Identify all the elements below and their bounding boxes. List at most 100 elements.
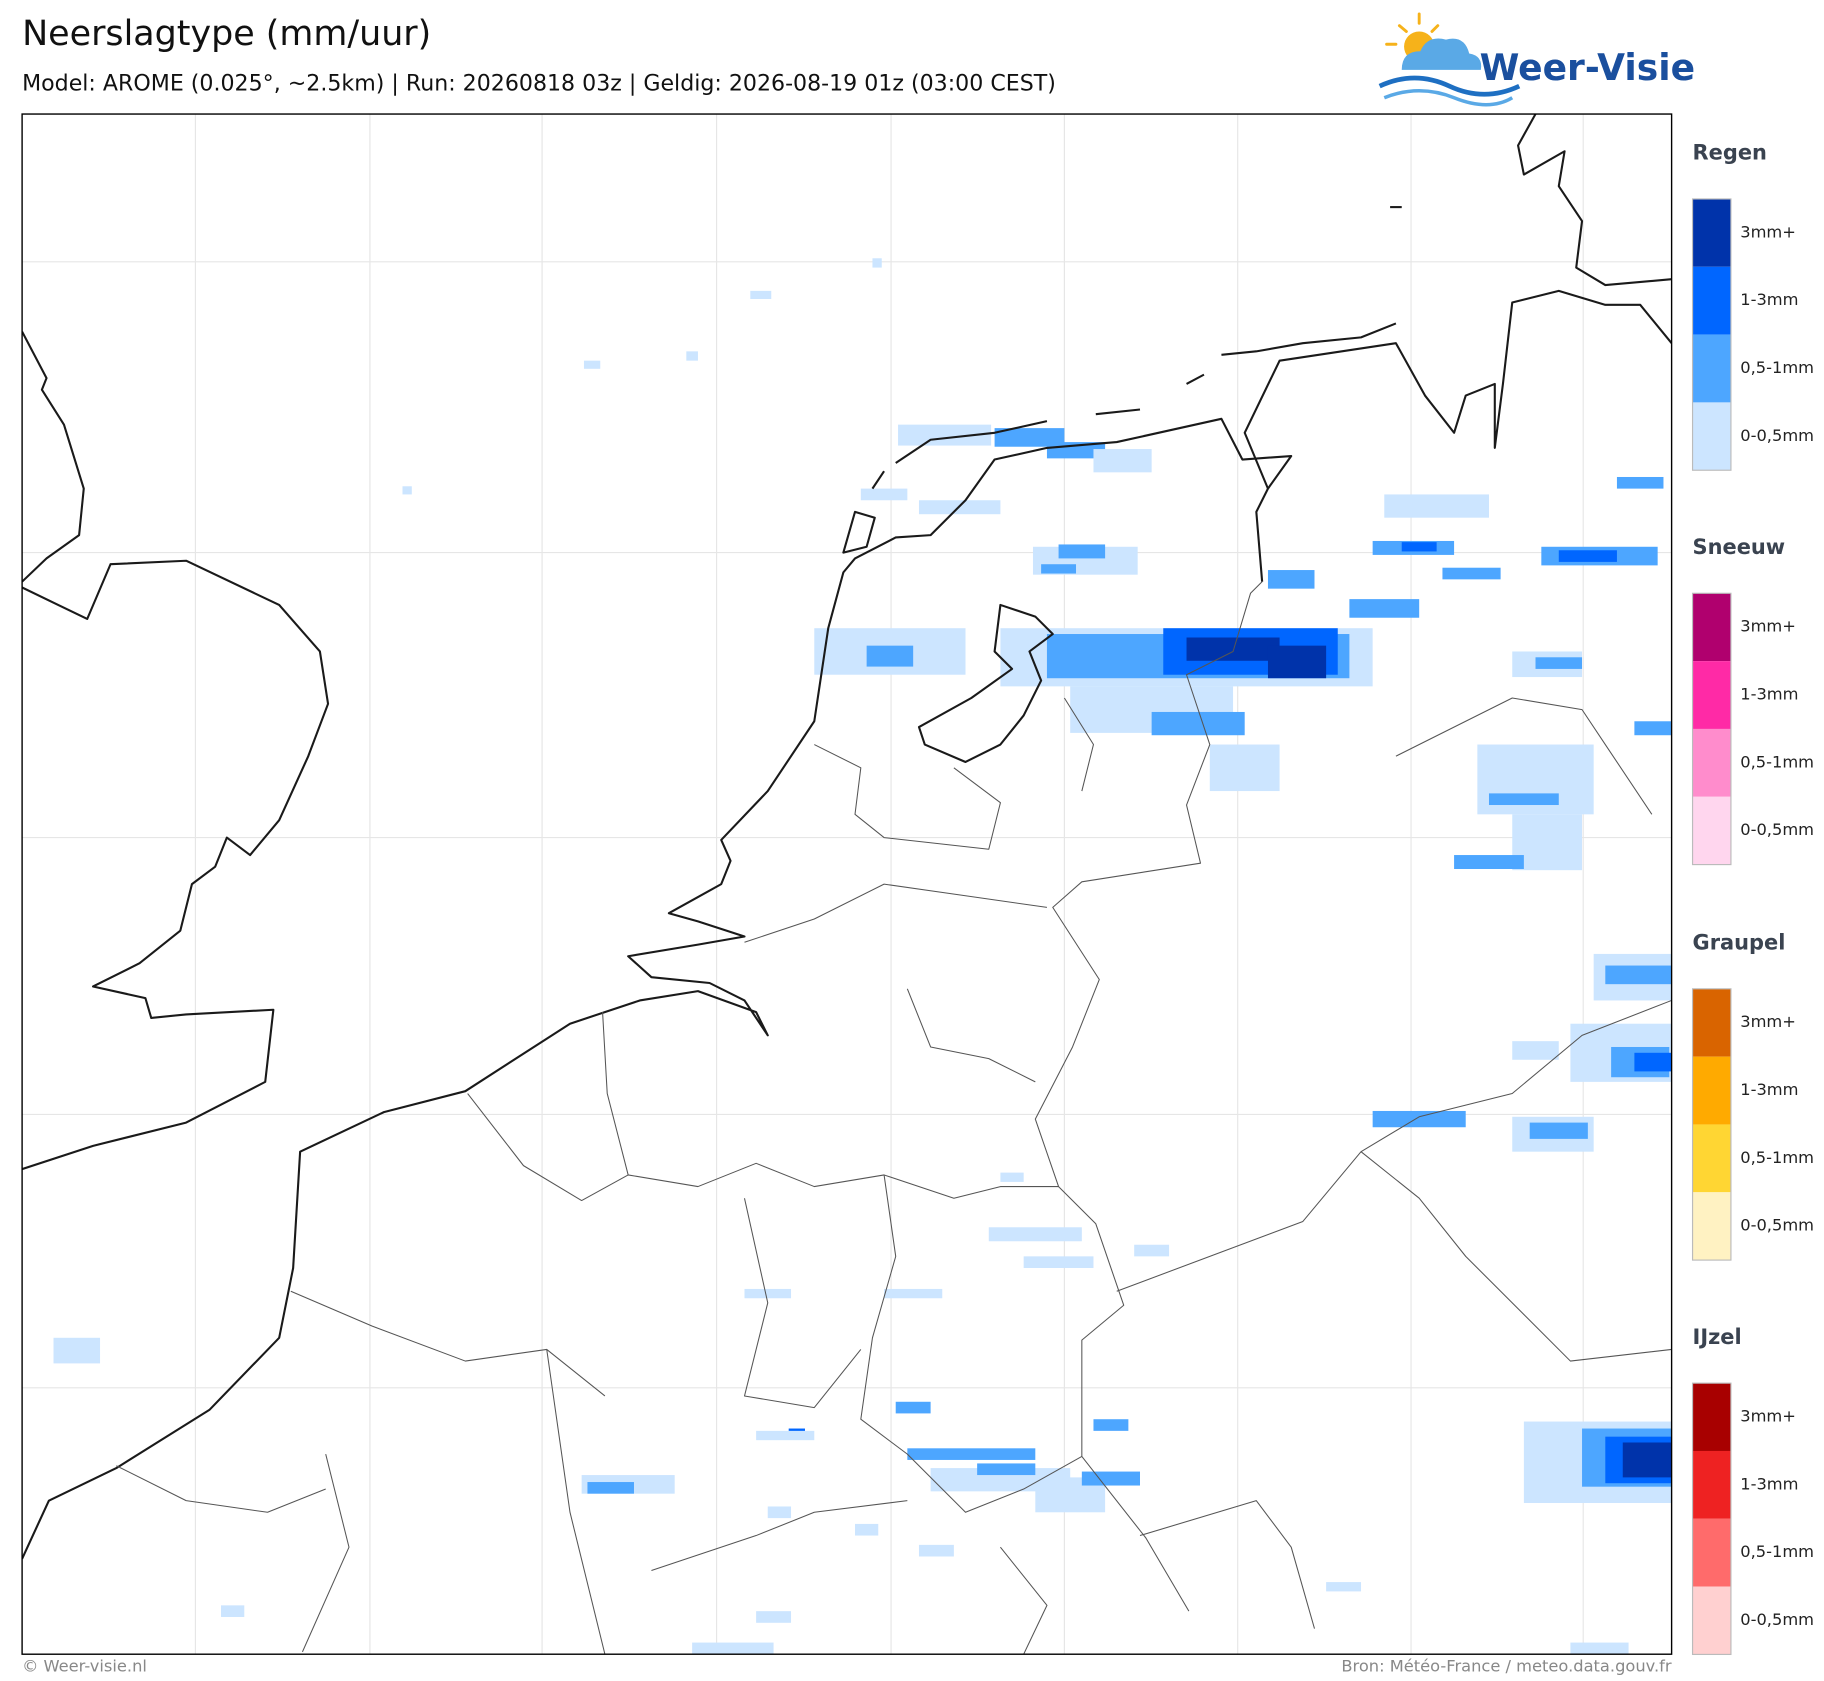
precip-cell (1535, 657, 1583, 669)
precip-cell (977, 1463, 1036, 1476)
precip-cell (756, 1430, 815, 1441)
logo: Weer-Visie (1378, 12, 1695, 107)
precip-cell (1616, 476, 1664, 489)
precip-cell (1570, 1642, 1629, 1655)
legend-swatch (1692, 334, 1731, 403)
precip-cell (1186, 637, 1280, 661)
map-frame (21, 113, 1673, 1655)
precip-cell (1529, 1122, 1588, 1139)
precip-cell (53, 1337, 101, 1364)
legend-frame (1691, 592, 1732, 866)
precip-cell (1634, 721, 1672, 736)
legend-label: 3mm+ (1740, 617, 1796, 636)
precip-cell (1372, 1110, 1466, 1128)
precip-cell (1326, 1582, 1362, 1592)
precip-cell (1605, 965, 1672, 985)
precip-cell (994, 428, 1065, 447)
legend-title: Sneeuw (1693, 535, 1786, 559)
precip-cell (744, 1288, 792, 1299)
legend-label: 1-3mm (1740, 1474, 1798, 1493)
legend-swatch (1692, 1383, 1731, 1451)
precip-cell (686, 351, 698, 361)
legend-swatch (1692, 1192, 1731, 1261)
legend-label: 1-3mm (1740, 1080, 1798, 1099)
precip-cell (1093, 449, 1152, 473)
precip-cell (1488, 793, 1559, 806)
map-graticule (22, 114, 1672, 1655)
legend-label: 1-3mm (1740, 290, 1798, 309)
legend-label: 0,5-1mm (1740, 752, 1814, 771)
legend-swatch (1692, 1586, 1731, 1655)
legend-label: 0,5-1mm (1740, 358, 1814, 377)
legend-swatch (1692, 988, 1731, 1057)
legend-label: 0-0,5mm (1740, 1216, 1814, 1235)
precip-cell (692, 1642, 774, 1655)
legend-label: 3mm+ (1740, 1407, 1796, 1426)
logo-text: Weer-Visie (1480, 47, 1695, 89)
coastlines (22, 114, 1672, 1560)
precip-cell (402, 486, 412, 495)
legend-swatch (1692, 593, 1731, 662)
precip-cell (918, 1544, 954, 1557)
precip-cell (1209, 744, 1280, 792)
precip-cell (1081, 1471, 1140, 1486)
precip-cell (221, 1605, 245, 1617)
precip-cell (587, 1482, 634, 1494)
title: Neerslagtype (mm/uur) (22, 14, 431, 54)
map (21, 113, 1673, 1655)
precip-cell (1634, 1052, 1672, 1072)
precip-cell (1093, 1419, 1129, 1431)
precip-cell (1000, 1172, 1024, 1182)
borders (116, 581, 1672, 1655)
precip-cell (1401, 542, 1437, 552)
precip-cell (1454, 855, 1524, 869)
precip-cell (872, 258, 882, 268)
precip-cell (907, 1448, 1036, 1460)
precipitation (53, 258, 1672, 1655)
subtitle: Model: AROME (0.025°, ~2.5km) | Run: 202… (22, 70, 1056, 96)
legend: Regen 3mm+ 1-3mm 0,5-1mm 0-0,5mm Sneeuw 3mm+ 1-… (1691, 141, 1814, 1656)
precip-cell (855, 1523, 879, 1536)
legend-swatch (1692, 1518, 1731, 1587)
precip-cell (1151, 711, 1245, 736)
legend-label: 0-0,5mm (1740, 1610, 1814, 1629)
legend-label: 3mm+ (1740, 1012, 1796, 1031)
precip-cell (895, 1401, 931, 1414)
legend-label: 0-0,5mm (1740, 820, 1814, 839)
legend-swatch (1692, 1124, 1731, 1193)
precip-cell (1384, 494, 1489, 518)
legend-swatch (1692, 198, 1731, 267)
legend-swatch (1692, 402, 1731, 471)
legend-swatch (1692, 661, 1731, 729)
precip-cell (1267, 570, 1315, 589)
legend-swatch (1692, 1450, 1731, 1519)
precip-cell (866, 645, 914, 667)
precip-cell (767, 1506, 792, 1519)
precip-cell (860, 488, 908, 501)
precip-cell (756, 1611, 792, 1623)
legend-swatch (1692, 266, 1731, 335)
precip-cell (1058, 544, 1106, 559)
precip-cell (1558, 550, 1617, 562)
precip-cell (898, 424, 992, 446)
legend-swatch (1692, 728, 1731, 797)
footer-source: Bron: Météo-France / meteo.data.gouv.fr (1341, 1657, 1672, 1676)
precip-cell (1134, 1244, 1170, 1257)
precip-cell (750, 290, 772, 299)
precip-cell (1041, 564, 1077, 574)
legend-label: 0-0,5mm (1740, 426, 1814, 445)
precip-cell (988, 1227, 1082, 1242)
legend-frame (1691, 198, 1732, 471)
precip-cell (1512, 1041, 1559, 1060)
legend-swatch (1692, 796, 1731, 865)
precip-cell (1023, 1256, 1094, 1268)
legend-label: 3mm+ (1740, 222, 1796, 241)
legend-frame (1691, 988, 1732, 1261)
legend-title: IJzel (1693, 1325, 1742, 1349)
precip-cell (1267, 645, 1327, 679)
precip-cell (1442, 567, 1501, 580)
legend-label: 0,5-1mm (1740, 1542, 1814, 1561)
precip-cell (583, 360, 601, 369)
legend-label: 0,5-1mm (1740, 1148, 1814, 1167)
